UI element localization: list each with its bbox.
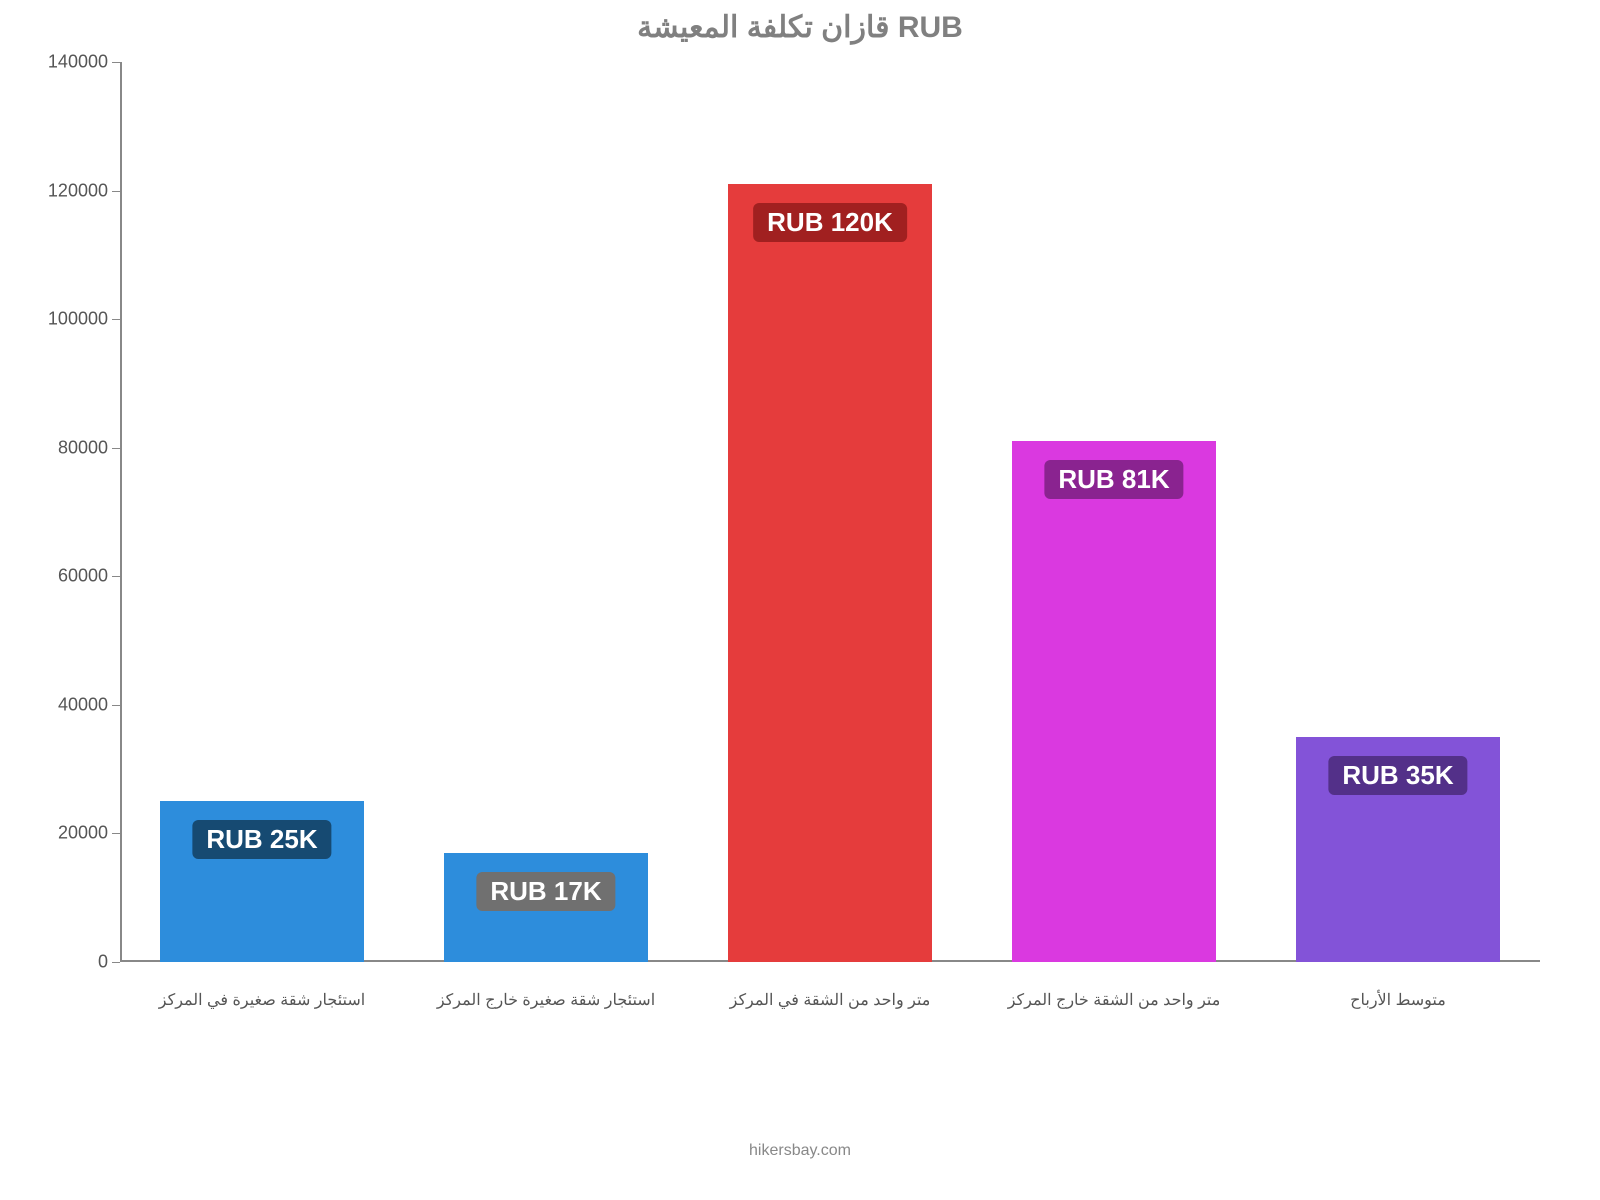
y-tick-mark [112, 576, 120, 577]
bar-value-label: RUB 17K [476, 872, 615, 911]
y-tick-mark [112, 191, 120, 192]
chart-title: قازان تكلفة المعيشة RUB [0, 10, 1600, 45]
plot-area: 020000400006000080000100000120000140000R… [120, 62, 1540, 962]
bar-value-label: RUB 120K [753, 203, 907, 242]
bar-value-label: RUB 81K [1044, 460, 1183, 499]
x-tick-label: متر واحد من الشقة في المركز [688, 990, 972, 1010]
x-tick-label: استئجار شقة صغيرة في المركز [120, 990, 404, 1010]
x-tick-label: متوسط الأرباح [1256, 990, 1540, 1010]
bar [1012, 441, 1216, 962]
source-credit: hikersbay.com [0, 1142, 1600, 1160]
y-tick-label: 0 [98, 952, 108, 973]
y-tick-label: 140000 [48, 52, 108, 73]
bar-value-label: RUB 25K [192, 820, 331, 859]
y-tick-mark [112, 319, 120, 320]
chart-container: قازان تكلفة المعيشة RUB 0200004000060000… [0, 0, 1600, 1200]
y-axis [120, 62, 122, 962]
y-tick-label: 40000 [58, 694, 108, 715]
y-tick-mark [112, 62, 120, 63]
x-tick-label: استئجار شقة صغيرة خارج المركز [404, 990, 688, 1010]
x-tick-label: متر واحد من الشقة خارج المركز [972, 990, 1256, 1010]
y-tick-label: 80000 [58, 437, 108, 458]
y-tick-label: 60000 [58, 566, 108, 587]
y-tick-mark [112, 833, 120, 834]
y-tick-mark [112, 448, 120, 449]
bar [728, 184, 932, 962]
y-tick-label: 100000 [48, 309, 108, 330]
y-tick-label: 20000 [58, 823, 108, 844]
y-tick-mark [112, 705, 120, 706]
y-tick-label: 120000 [48, 180, 108, 201]
y-tick-mark [112, 962, 120, 963]
bar-value-label: RUB 35K [1328, 756, 1467, 795]
